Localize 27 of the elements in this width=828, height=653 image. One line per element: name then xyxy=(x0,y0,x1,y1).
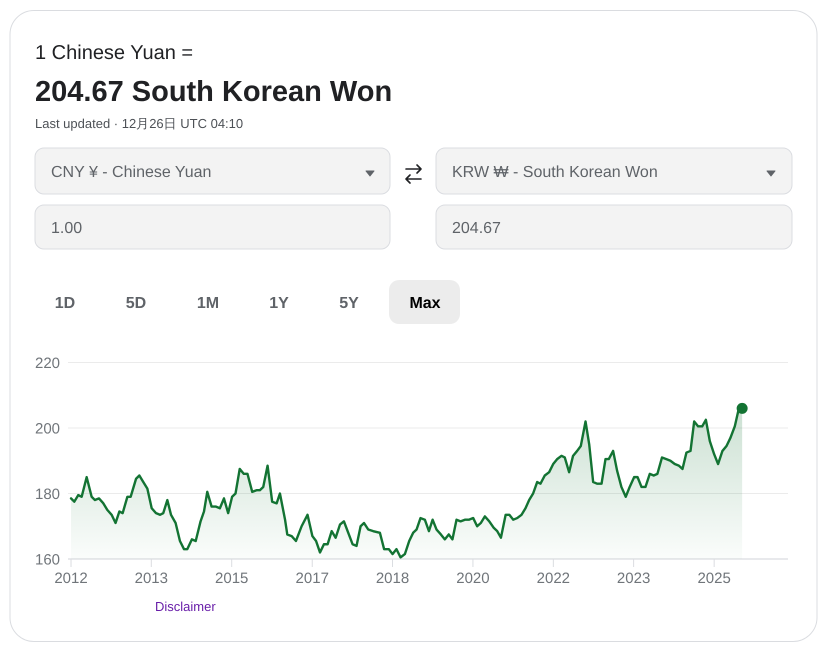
text: Last updated · 12月26日 UTC 04:10 xyxy=(35,116,244,131)
text: 1.00 xyxy=(51,220,82,237)
x-tick-label: 2013 xyxy=(134,570,168,587)
chart-title: 1 Chinese Yuan = xyxy=(35,42,194,64)
x-tick-label: 2025 xyxy=(697,570,731,587)
x-tick-label: 2023 xyxy=(616,570,650,587)
text: 1Y xyxy=(269,295,290,312)
text: 1D xyxy=(54,295,76,312)
y-tick-label: 180 xyxy=(35,486,60,503)
text: 1M xyxy=(196,295,220,312)
text: 5D xyxy=(126,295,146,312)
x-tick-label: 2015 xyxy=(215,570,248,587)
x-tick-label: 2022 xyxy=(536,570,570,587)
text: 204.67 xyxy=(452,220,502,237)
chart-subtitle: 204.67 South Korean Won xyxy=(35,76,392,108)
text: Max xyxy=(409,295,441,312)
x-tick-label: 2020 xyxy=(456,570,490,587)
text: KRW ₩ - South Korean Won xyxy=(452,164,658,181)
x-tick-label: 2018 xyxy=(376,570,410,587)
x-tick-label: 2012 xyxy=(54,570,88,587)
text: CNY ¥ - Chinese Yuan xyxy=(51,164,212,181)
text: Disclaimer xyxy=(155,599,216,614)
x-tick-label: 2017 xyxy=(296,570,329,587)
y-tick-label: 200 xyxy=(35,420,60,438)
text: 5Y xyxy=(339,295,360,312)
y-tick-label: 220 xyxy=(35,354,60,372)
y-tick-label: 160 xyxy=(35,551,60,568)
